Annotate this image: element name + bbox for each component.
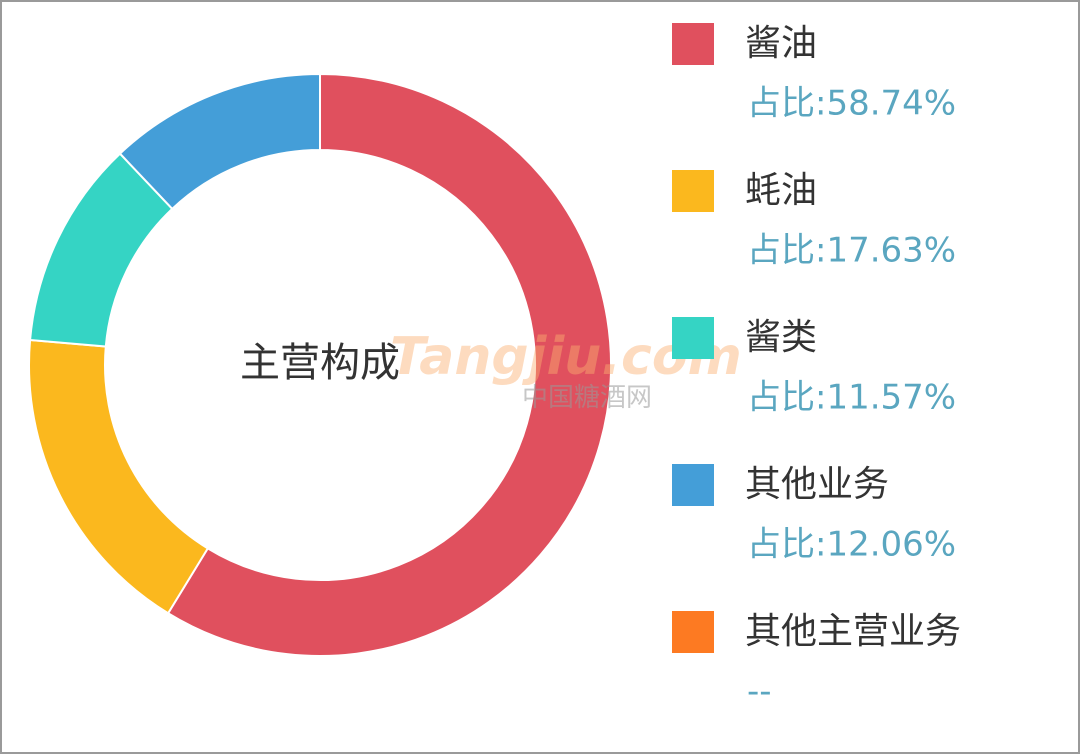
legend-swatch [672,317,714,359]
legend-label: 酱类 [745,317,817,358]
legend-label: 蚝油 [745,170,817,211]
legend-label: 酱油 [745,23,817,64]
value-label: -- [747,672,772,712]
donut-segment [166,72,612,657]
value-label: 占比:11.57% [747,378,956,418]
watermark: 中国糖酒网 [522,383,652,413]
legend-label: 其他业务 [745,464,889,505]
legend-swatch [672,170,714,212]
legend-swatch [672,611,714,653]
donut [28,72,612,657]
value-label: 占比:12.06% [747,525,956,565]
donut-segment [118,72,321,211]
value-label: 占比:17.63% [747,231,956,271]
center-title: 主营构成 [240,340,400,386]
legend-label: 其他主营业务 [745,611,961,652]
value-label: 占比:58.74% [747,84,956,124]
legend-swatch [672,23,714,65]
legend-swatch [672,464,714,506]
